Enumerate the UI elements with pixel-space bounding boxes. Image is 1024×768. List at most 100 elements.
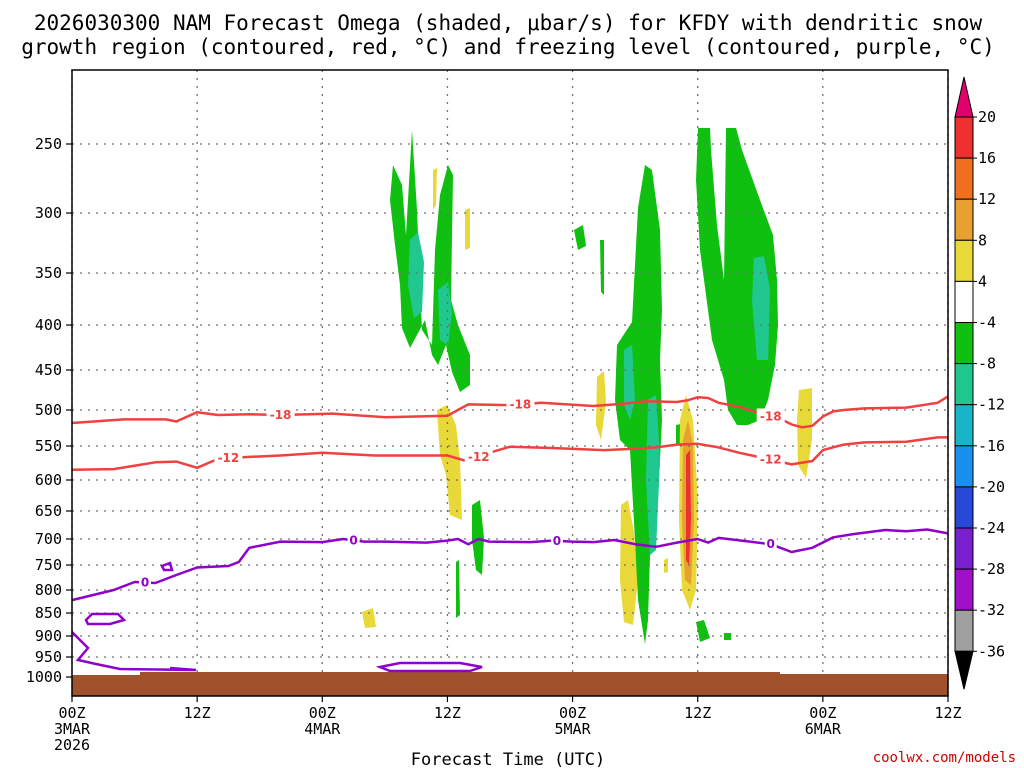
omega-red-region-1	[686, 450, 691, 565]
chart-title-line2: growth region (contoured, red, °C) and f…	[21, 35, 995, 59]
y-tick-label: 300	[35, 204, 62, 222]
x-tick-label: 12Z	[934, 704, 961, 722]
colorbar-label: 20	[978, 108, 996, 126]
omega-green-region-4	[574, 225, 586, 250]
contour-label-bg	[347, 532, 360, 547]
contour-label-bg	[756, 451, 785, 466]
contour-label-bg	[506, 396, 535, 411]
colorbar-label: 8	[978, 231, 987, 249]
contour-label: 0	[141, 576, 149, 590]
contour-label-bg	[266, 407, 295, 422]
colorbar-label: 12	[978, 190, 996, 208]
colorbar-swatch	[954, 568, 974, 611]
y-tick-label: 450	[35, 361, 62, 379]
x-tick-label: 12Z	[434, 704, 461, 722]
colorbar-swatch	[954, 527, 974, 570]
omega-yellow-region-8	[664, 558, 668, 573]
credit-text: coolwx.com/models	[873, 750, 1016, 766]
y-tick-label: 850	[35, 604, 62, 622]
omega-teal-region-2	[438, 282, 452, 345]
x-tick-label: 00Z	[809, 704, 836, 722]
colorbar-label: -32	[978, 601, 1005, 619]
colorbar-swatch	[954, 157, 974, 200]
y-tick-label: 500	[35, 401, 62, 419]
contour-label-bg	[139, 574, 151, 589]
contour-label: 0	[553, 534, 561, 548]
contour-label-bg	[756, 408, 785, 423]
y-tick-label: 900	[35, 627, 62, 645]
y-tick-label: 600	[35, 471, 62, 489]
contour-label: 0	[349, 533, 357, 547]
x-tick-label: 5MAR	[555, 720, 592, 738]
y-axis: 250 300 350 400 450 500 550 600 650 700 750 800 850 9…	[26, 135, 72, 686]
omega-green-region-9	[696, 620, 710, 642]
colorbar-swatch	[954, 404, 974, 447]
colorbar-swatch	[954, 198, 974, 241]
colorbar-label: -28	[978, 560, 1005, 578]
contour-label: -18	[510, 397, 532, 411]
colorbar-label: -24	[978, 519, 1005, 537]
chart-title-line1: 2026030300 NAM Forecast Omega (shaded, μ…	[34, 11, 983, 35]
x-tick-label: 2026	[54, 736, 90, 754]
colorbar-swatch	[954, 280, 974, 323]
y-tick-label: 750	[35, 556, 62, 574]
contour-label: -12	[468, 450, 490, 464]
omega-green-region-2	[472, 500, 484, 575]
x-tick-label: 00Z	[559, 704, 586, 722]
contour-label-bg	[464, 449, 493, 464]
y-tick-label: 1000	[26, 668, 62, 686]
freezing-level-extra-contours	[71, 561, 483, 673]
contour-label-bg	[214, 450, 243, 465]
contour-label: -18	[760, 409, 782, 423]
y-tick-label: 800	[35, 581, 62, 599]
colorbar-label: -36	[978, 642, 1005, 660]
colorbar-swatch	[954, 116, 974, 159]
omega-green-region-10	[724, 633, 731, 640]
x-tick-label: 3MAR	[54, 720, 91, 738]
freezing-contour-small-4	[375, 661, 483, 673]
colorbar-bottom-arrow	[954, 650, 974, 690]
x-tick-label: 6MAR	[805, 720, 842, 738]
colorbar-swatch	[954, 322, 974, 365]
contour-freezing_0	[71, 528, 949, 602]
omega-teal-region-1	[408, 232, 424, 318]
colorbar-swatch	[954, 609, 974, 652]
y-tick-label: 950	[35, 648, 62, 666]
x-tick-label: 12Z	[684, 704, 711, 722]
omega-teal-region-3	[624, 345, 635, 420]
x-axis-label: Forecast Time (UTC)	[411, 750, 605, 768]
freezing-contour-small-1	[84, 612, 127, 626]
contours: -18 -18 -18 -12 -12 -12 0 0 0 0	[71, 395, 949, 602]
colorbar-label: -12	[978, 396, 1005, 414]
freezing-contour-small-2	[160, 561, 174, 572]
x-tick-label: 12Z	[184, 704, 211, 722]
omega-teal-region-4	[646, 395, 660, 555]
omega-yellow-region-3	[437, 405, 462, 520]
contour-dgz_minus18	[71, 395, 949, 429]
omega-green-region-7	[676, 424, 681, 445]
x-tick-label: 00Z	[58, 704, 85, 722]
y-tick-label: 700	[35, 530, 62, 548]
colorbar-swatch	[954, 445, 974, 488]
omega-yellow-region-4	[362, 608, 376, 628]
plot-frame	[71, 69, 949, 697]
colorbar-label: -16	[978, 437, 1005, 455]
y-tick-label: 250	[35, 135, 62, 153]
contour-label-bg	[764, 536, 777, 551]
contour-label-bg	[550, 532, 563, 547]
colorbar-swatch	[954, 239, 974, 282]
colorbar: 20 16 12 8 4 -4 -8 -12 -16 -20 -24 -28 -32 -36	[954, 76, 1005, 690]
freezing-contour-small-3	[71, 631, 197, 672]
colorbar-swatch	[954, 363, 974, 406]
contour-label: -18	[270, 408, 292, 422]
omega-yellow-region-2	[465, 208, 470, 250]
colorbar-label: -4	[978, 314, 996, 332]
omega-teal-region-5	[752, 256, 770, 360]
colorbar-swatch	[954, 486, 974, 529]
y-tick-label: 650	[35, 502, 62, 520]
omega-yellow-region-1	[433, 168, 437, 210]
colorbar-label: 4	[978, 272, 987, 290]
plot-area	[72, 70, 948, 696]
